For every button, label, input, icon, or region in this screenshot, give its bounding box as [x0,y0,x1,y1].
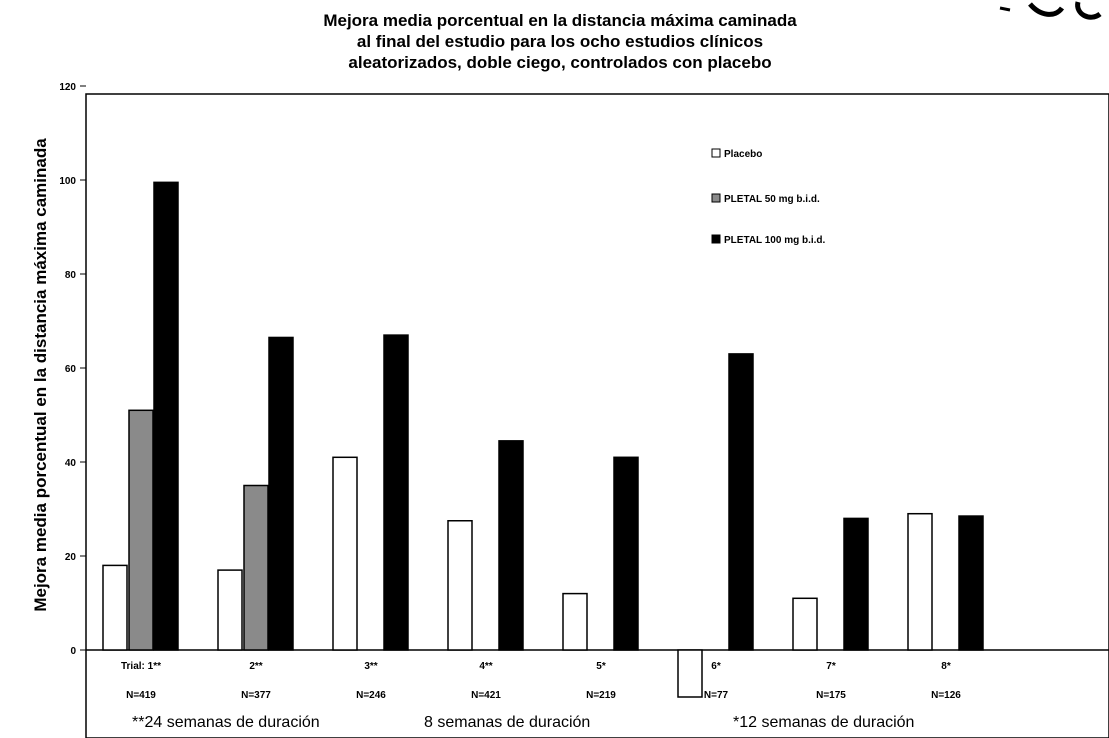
bar-pletal-100 [728,353,754,651]
y-tick-label: 60 [65,364,77,375]
bar-placebo [447,520,473,651]
bar-pletal-100 [613,456,639,651]
y-axis: -20020406080100120 [59,82,86,657]
bar-pletal-100 [153,181,179,651]
title-line-2: al final del estudio para los ocho estud… [356,32,764,51]
x-category-label: 3** [364,661,377,672]
x-n-label: N=77 [704,690,729,701]
duration-label-8: 8 semanas de duración [424,714,590,731]
legend-label-pletal-100: PLETAL 100 mg b.i.d. [724,235,826,246]
bar-placebo [677,649,703,698]
x-n-label: N=126 [931,690,961,701]
y-tick-label: 20 [65,552,77,563]
legend-swatch-pletal-50 [711,193,721,203]
bar-placebo [907,512,933,651]
y-tick-label: 0 [70,646,76,657]
y-tick-label: 120 [59,82,76,93]
x-category-label: 5* [596,661,606,672]
duration-label-24: **24 semanas de duración [132,714,320,731]
plot-frame [85,93,1109,738]
legend-label-placebo: Placebo [724,149,762,160]
bar-placebo [217,569,243,651]
title-line-1: Mejora media porcentual en la distancia … [323,11,797,30]
legend-label-pletal-50: PLETAL 50 mg b.i.d. [724,194,820,205]
bar-pletal-100 [843,517,869,651]
x-category-label: Trial: 1** [121,661,161,672]
bar-pletal-100 [958,515,984,651]
x-category-label: 2** [249,661,262,672]
bar-pletal-100 [498,440,524,651]
x-n-label: N=419 [126,690,156,701]
x-category-label: 6* [711,661,721,672]
bar-pletal-50 [243,484,269,651]
duration-label-12: *12 semanas de duración [733,714,914,731]
legend: Placebo PLETAL 50 mg b.i.d. PLETAL 100 mg … [711,148,826,246]
x-n-label: N=377 [241,690,271,701]
bar-placebo [562,592,588,651]
logo-fragment [999,1,1102,20]
x-n-label: N=219 [586,690,616,701]
x-category-label: 8* [941,661,951,672]
bars [102,181,984,698]
title-line-3: aleatorizados, doble ciego, controlados … [348,53,772,72]
bar-pletal-50 [128,409,154,651]
bar-pletal-100 [383,334,409,651]
x-category-label: 4** [479,661,492,672]
x-axis-labels: Trial: 1** N=419 2** N=377 3** N=246 4** N=421 5… [121,661,961,701]
x-n-label: N=246 [356,690,386,701]
bar-placebo [792,597,818,651]
bar-pletal-100 [268,336,294,651]
y-tick-label: 100 [59,176,76,187]
y-axis-title: Mejora media porcentual en la distancia … [31,138,50,612]
legend-swatch-placebo [711,148,721,158]
bar-placebo [102,564,128,651]
legend-swatch-pletal-100 [711,234,721,244]
x-n-label: N=175 [816,690,846,701]
chart-title: Mejora media porcentual en la distancia … [180,10,940,73]
y-tick-label: 40 [65,458,77,469]
bar-placebo [332,456,358,651]
y-tick-label: 80 [65,270,77,281]
x-category-label: 7* [826,661,836,672]
x-n-label: N=421 [471,690,501,701]
